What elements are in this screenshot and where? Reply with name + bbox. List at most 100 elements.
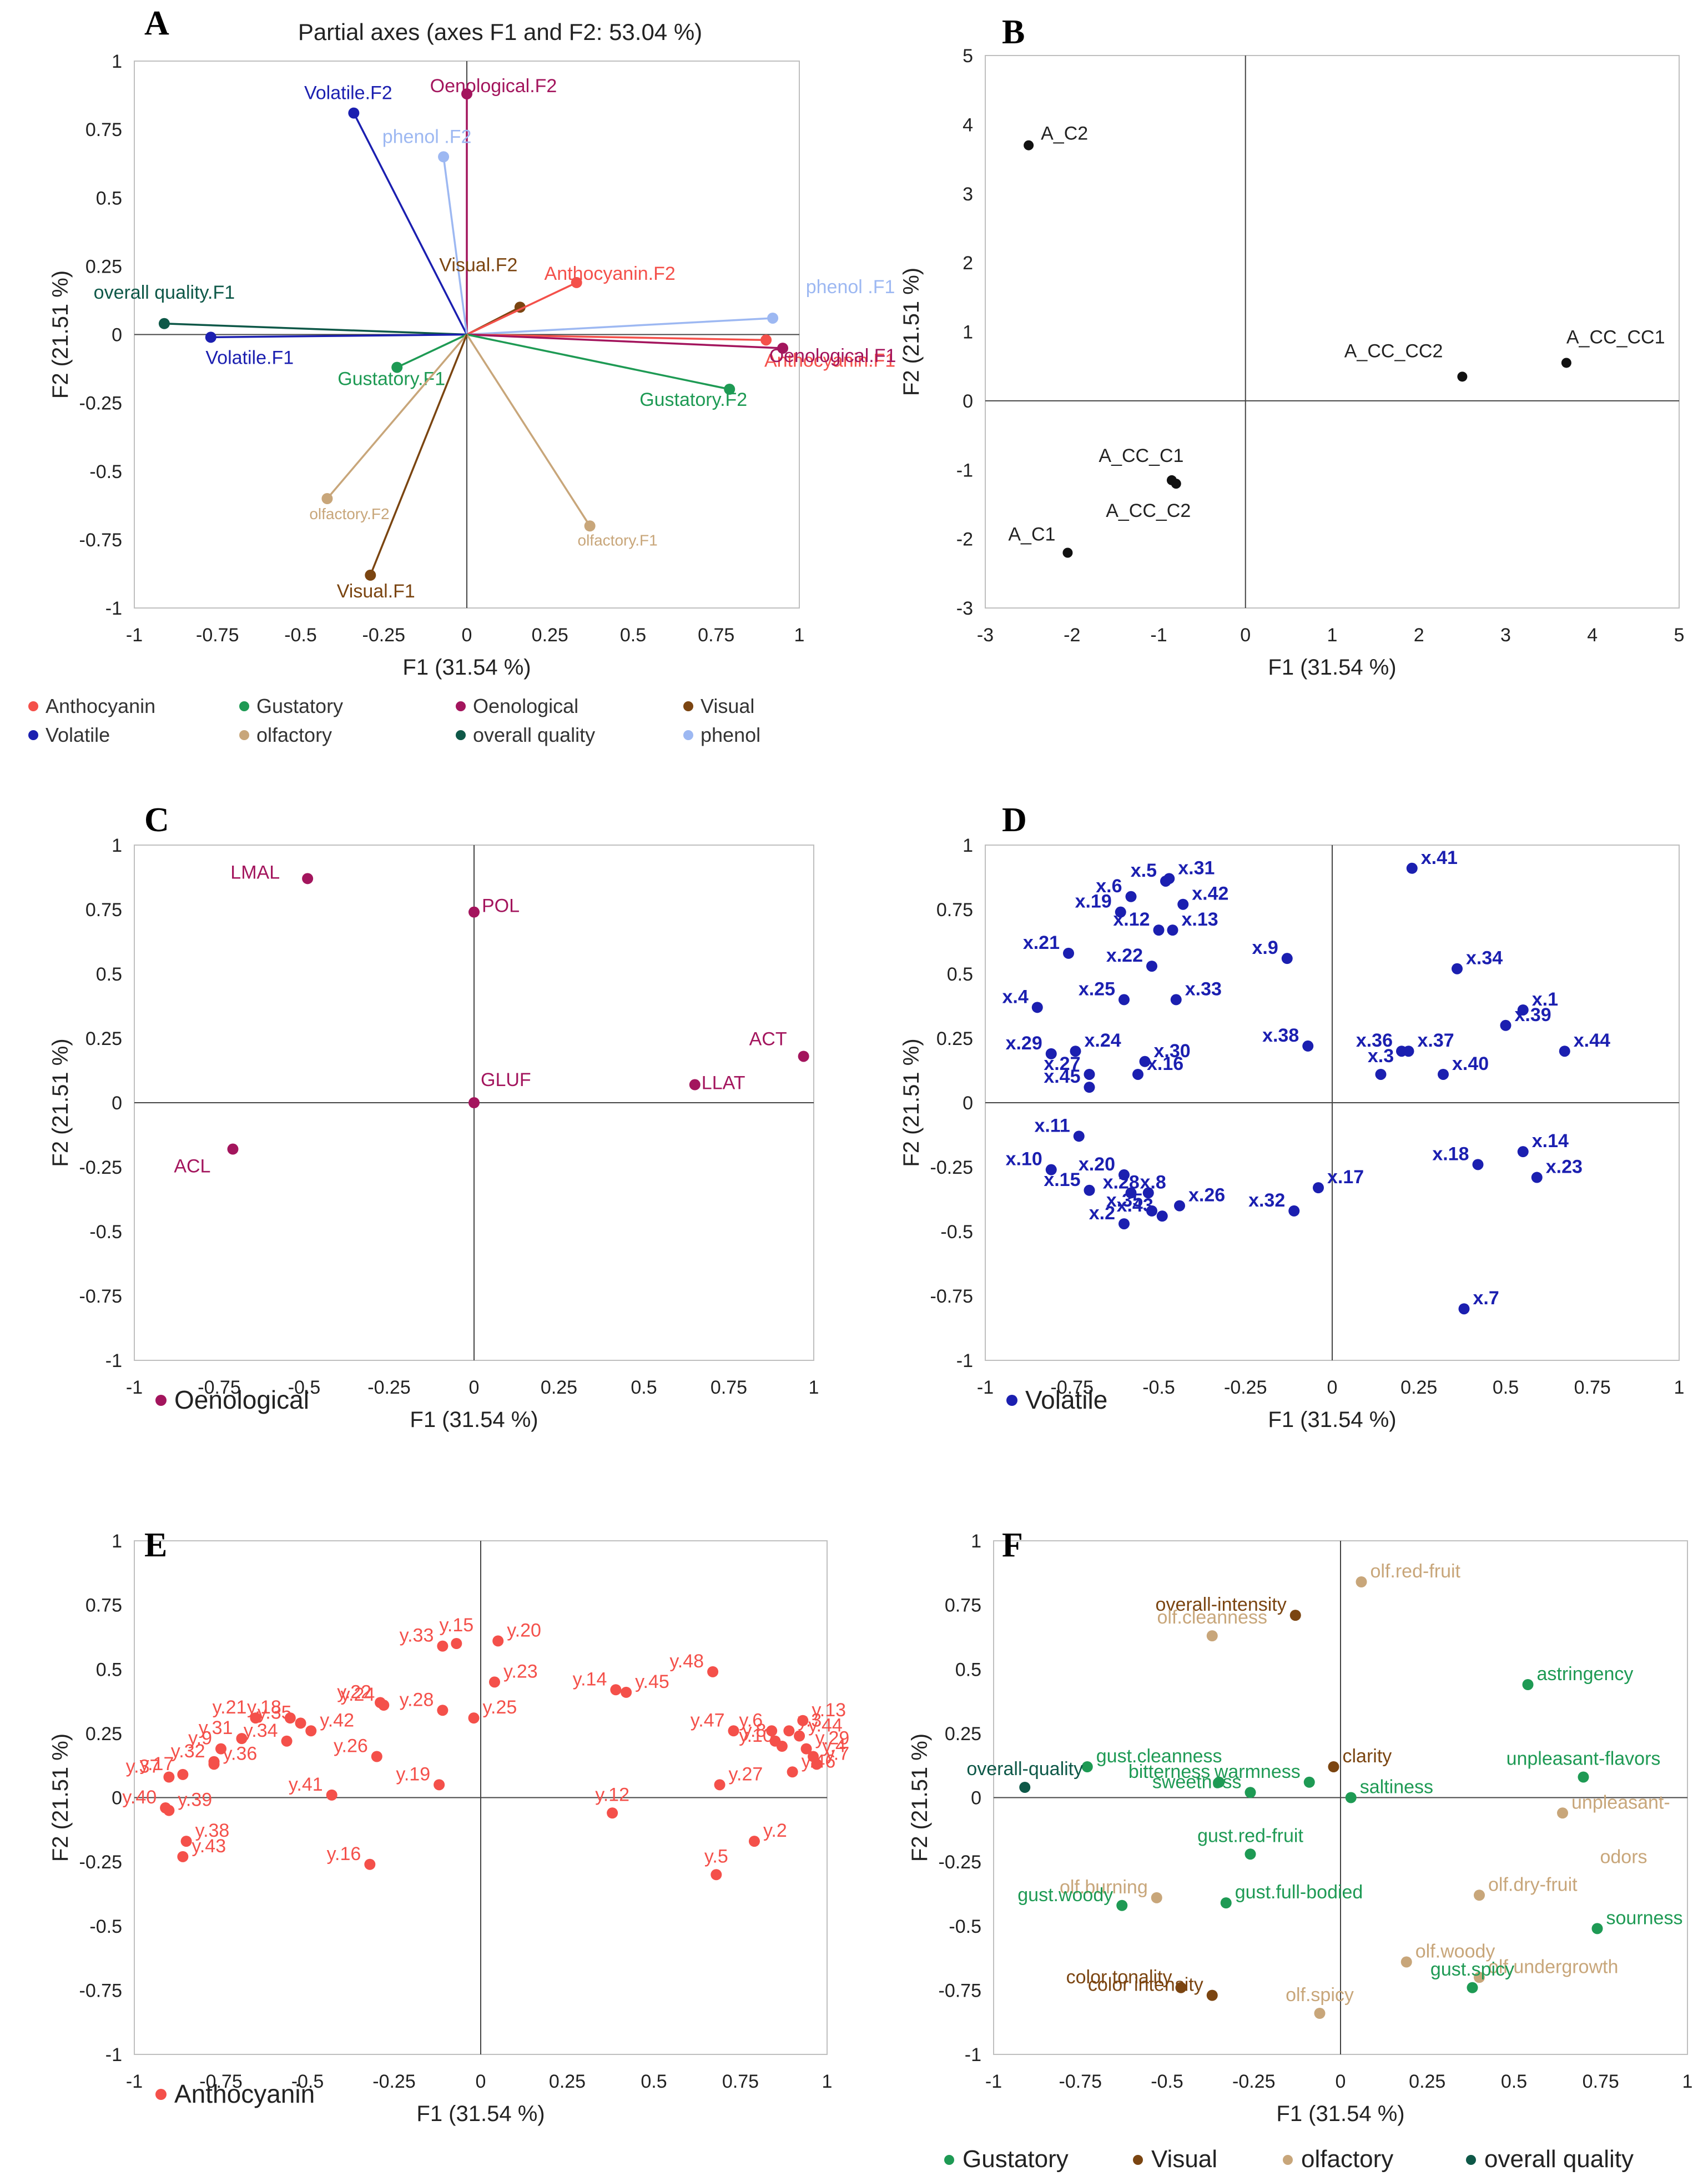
- y-tick-label: 0.75: [85, 1595, 122, 1616]
- point-label: y.15: [439, 1615, 473, 1636]
- data-point: [1070, 1046, 1081, 1057]
- data-point: [180, 1836, 192, 1847]
- x-tick-label: 3: [1500, 625, 1511, 646]
- y-tick-label: 0.5: [96, 1659, 122, 1680]
- x-tick-label: -1: [126, 2071, 143, 2092]
- data-point: [1167, 924, 1178, 936]
- point-label: x.33: [1185, 978, 1222, 999]
- point-label: Gustatory.F1: [337, 369, 445, 390]
- data-point: [1517, 1146, 1529, 1158]
- data-point: [1206, 1989, 1218, 2001]
- data-point: [1288, 1205, 1300, 1217]
- point-label: gust.full-bodied: [1235, 1882, 1363, 1903]
- data-point: [1452, 963, 1463, 974]
- point-label: y.28: [400, 1689, 434, 1710]
- point-label: olf.woody: [1415, 1941, 1495, 1962]
- y-tick-label: -1: [105, 1350, 122, 1371]
- data-point: [1116, 1899, 1128, 1911]
- loading-vector: [352, 112, 468, 335]
- data-point: [689, 1079, 701, 1090]
- data-point: [794, 1730, 805, 1742]
- x-tick-label: -0.5: [288, 1377, 321, 1398]
- point-label: A_CC_C1: [1099, 445, 1183, 466]
- data-point: [365, 569, 376, 581]
- legend-label: overall quality: [473, 723, 595, 746]
- x-tick-label: -0.25: [362, 625, 406, 646]
- x-tick-label: 0.5: [620, 625, 646, 646]
- point-label: x.24: [1085, 1030, 1121, 1051]
- point-label: gust.spicy: [1430, 1959, 1514, 1980]
- point-label: A_C1: [1008, 524, 1055, 545]
- x-tick-label: 1: [1674, 1377, 1685, 1398]
- data-point: [1081, 1761, 1093, 1772]
- x-tick-label: -0.75: [199, 2071, 243, 2092]
- data-point: [1175, 1982, 1187, 1993]
- y-tick-label: -0.75: [79, 530, 123, 551]
- data-point: [1281, 953, 1293, 964]
- point-label: x.23: [1546, 1157, 1583, 1178]
- data-point: [1213, 1776, 1225, 1788]
- data-point: [236, 1733, 248, 1745]
- point-label: y.9: [188, 1728, 212, 1749]
- point-label: x.13: [1182, 909, 1218, 930]
- data-point: [1084, 1068, 1095, 1080]
- point-label: y.33: [400, 1625, 434, 1646]
- x-axis-title: F1 (31.54 %): [402, 655, 531, 680]
- point-label-continued: odors: [1600, 1846, 1647, 1867]
- point-label: x.39: [1515, 1004, 1551, 1026]
- data-point: [798, 1051, 809, 1062]
- data-point: [607, 1807, 618, 1819]
- x-tick-label: -1: [985, 2071, 1002, 2092]
- x-tick-label: -0.5: [291, 2071, 324, 2092]
- point-label: x.14: [1532, 1130, 1569, 1152]
- point-label: y.8: [743, 1720, 767, 1741]
- y-axis-title: F2 (21.51 %): [899, 1038, 924, 1167]
- y-axis-title: F2 (21.51 %): [908, 1733, 932, 1862]
- point-label: y.43: [192, 1836, 226, 1857]
- data-point: [1063, 947, 1074, 959]
- point-label: y.16: [327, 1843, 361, 1865]
- y-tick-label: 1: [963, 322, 973, 343]
- point-label: A_CC_CC2: [1344, 340, 1443, 361]
- point-label: clarity: [1343, 1746, 1392, 1767]
- loading-vector: [466, 282, 577, 336]
- point-label: A_CC_CC1: [1566, 326, 1665, 348]
- point-label: y.12: [595, 1784, 629, 1805]
- data-point: [1146, 961, 1157, 972]
- point-label: x.32: [1248, 1190, 1285, 1211]
- x-tick-label: 0: [476, 2071, 486, 2092]
- point-label: y.44: [808, 1715, 843, 1736]
- point-label: olf.burning: [1060, 1877, 1148, 1898]
- data-point: [461, 88, 472, 100]
- data-point: [1206, 1630, 1218, 1642]
- point-label: sourness: [1606, 1907, 1683, 1928]
- point-label: x.35: [1106, 1190, 1143, 1211]
- data-point: [1302, 1040, 1314, 1052]
- legend: Anthocyanin Gustatory Oenological Visual Vol…: [28, 695, 760, 746]
- point-label: warmness: [1214, 1761, 1301, 1782]
- point-label: x.4: [1002, 986, 1028, 1007]
- y-tick-label: 0.5: [955, 1659, 981, 1680]
- data-point: [777, 343, 789, 354]
- point-label: y.23: [503, 1661, 538, 1682]
- point-label: Visual.F1: [337, 581, 415, 602]
- data-point: [584, 520, 596, 532]
- legend-swatch: [1466, 2155, 1476, 2165]
- point-label: y.14: [573, 1669, 607, 1690]
- data-point: [371, 1751, 382, 1762]
- y-tick-label: 0.75: [85, 119, 122, 140]
- data-point: [724, 384, 735, 395]
- y-tick-label: -1: [105, 598, 122, 619]
- point-label: y.20: [507, 1620, 541, 1641]
- x-tick-label: 0: [469, 1377, 480, 1398]
- data-point: [451, 1638, 462, 1649]
- point-label: x.27: [1044, 1053, 1080, 1074]
- data-point: [1171, 479, 1181, 489]
- x-axis-title: F1 (31.54 %): [1276, 2102, 1404, 2126]
- point-label: x.30: [1154, 1041, 1191, 1062]
- y-tick-label: 0.5: [96, 188, 122, 209]
- point-label: sweetness: [1152, 1771, 1242, 1792]
- data-point: [1345, 1792, 1357, 1803]
- point-label: ACT: [749, 1028, 787, 1049]
- data-point: [714, 1779, 725, 1791]
